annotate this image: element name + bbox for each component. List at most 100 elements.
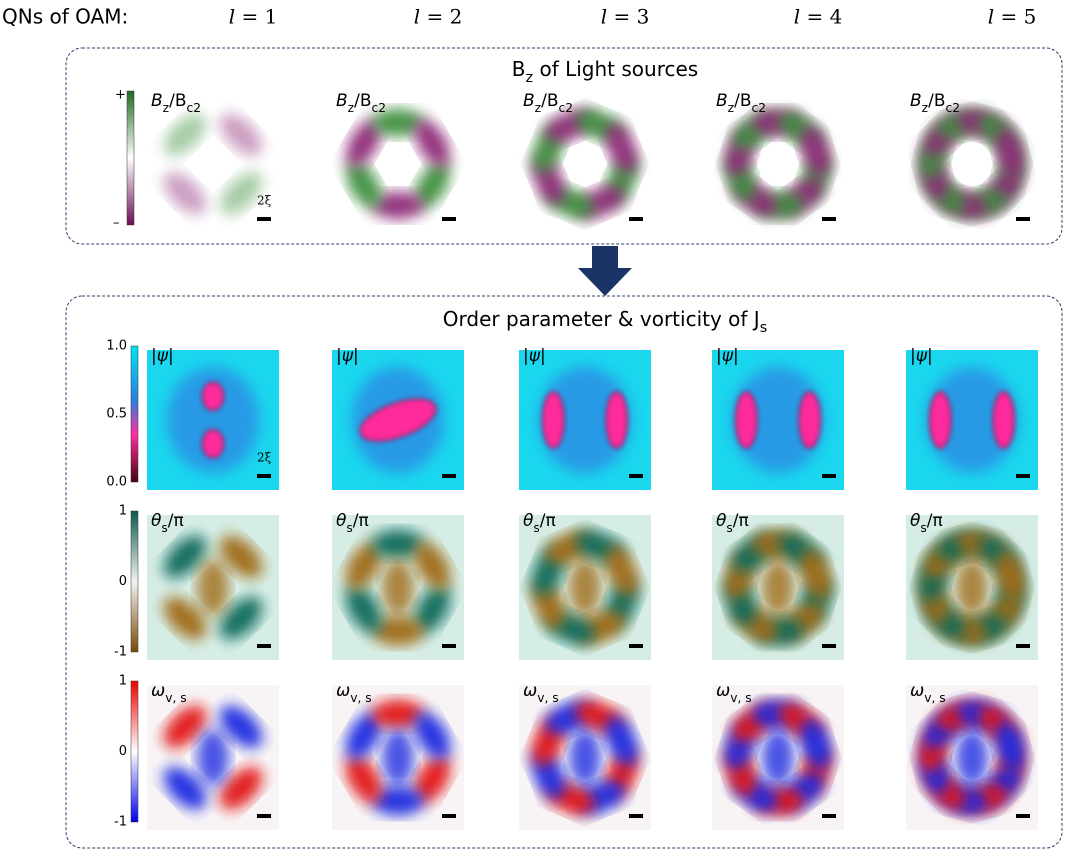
scale-bar <box>822 217 836 221</box>
panel <box>712 95 844 233</box>
lobe <box>414 119 451 168</box>
vortex <box>542 391 565 449</box>
panel-label-part: ω <box>336 681 350 701</box>
lobe <box>414 711 451 760</box>
panel-label-part: ω <box>151 681 165 701</box>
panel-label-part: B <box>716 91 728 111</box>
panel-label: |ψ| <box>910 346 933 366</box>
colorbar <box>130 680 139 823</box>
box-title-part: Order parameter & vorticity of J <box>443 307 760 331</box>
oam-label: 𝑙 = 4 <box>794 5 843 29</box>
vortex <box>992 391 1015 449</box>
panel-label-part: |ψ| <box>151 346 174 366</box>
lobe <box>604 715 639 766</box>
halo <box>166 366 260 474</box>
box-title: Bz of Light sources <box>512 57 698 87</box>
panel-label-part: s <box>920 521 926 535</box>
lobe <box>995 127 1026 180</box>
vortex <box>605 391 628 449</box>
scale-bar <box>629 644 643 648</box>
panel <box>147 515 279 660</box>
colorbar <box>130 510 139 653</box>
panel-label-part: ω <box>716 681 730 701</box>
panel-label: Bz/Bc2 <box>151 91 201 115</box>
scale-bar <box>629 217 643 221</box>
panel <box>519 95 651 233</box>
panel-label-part: |ψ| <box>336 346 359 366</box>
lobe <box>414 585 451 634</box>
panel <box>712 685 844 830</box>
panel-label-part: /B <box>734 91 751 111</box>
panel <box>906 685 1038 830</box>
panel-label: θs/π <box>336 511 369 535</box>
lobe <box>371 529 425 559</box>
panel-label-part: s <box>161 521 167 535</box>
lobe <box>345 541 382 590</box>
box-title-part: z <box>526 70 534 86</box>
core <box>956 558 988 617</box>
panel-label-part: ω <box>910 681 924 701</box>
core <box>762 728 794 787</box>
panel-label-part: s <box>346 521 352 535</box>
panel-label-part: /π <box>733 511 749 531</box>
lobe <box>219 596 263 640</box>
lobe <box>219 705 263 749</box>
header-label: QNs of OAM: <box>2 5 128 29</box>
lobe <box>799 548 832 600</box>
panel-label-part: ω <box>523 681 537 701</box>
scale-bar <box>442 644 456 648</box>
panel-label-part: z <box>728 101 734 115</box>
panel <box>332 350 464 490</box>
lobe <box>163 113 207 156</box>
lobe <box>345 160 382 209</box>
box-title: Order parameter & vorticity of Js <box>443 307 767 337</box>
vortex <box>201 381 225 411</box>
panel-label: ωv, s <box>910 681 946 705</box>
panel <box>332 515 464 660</box>
colorbar-label: – <box>113 216 120 231</box>
colorbar-tick: -1 <box>114 645 127 660</box>
panel-label-part: |ψ| <box>716 346 739 366</box>
scale-bar <box>257 474 271 478</box>
lobe <box>219 172 263 215</box>
scale-bar <box>822 644 836 648</box>
panel-label-part: v, s <box>730 691 751 705</box>
panel-label-part: θ <box>910 511 921 531</box>
colorbar-tick: 1 <box>119 504 127 519</box>
box-title-part: s <box>760 320 768 336</box>
panel-label-part: θ <box>716 511 727 531</box>
core <box>762 558 794 617</box>
oam-label: 𝑙 = 2 <box>414 5 463 29</box>
panel <box>147 350 279 490</box>
panel-label: |ψ| <box>523 346 546 366</box>
core <box>382 728 414 787</box>
colorbar-tick: 0 <box>119 574 127 589</box>
panel-label-part: |ψ| <box>523 346 546 366</box>
panel-label: ωv, s <box>151 681 187 705</box>
panel <box>712 350 844 490</box>
panel-label-part: c2 <box>558 101 573 115</box>
core <box>197 728 229 787</box>
lobe <box>163 705 207 749</box>
core <box>956 728 988 787</box>
panel-label-part: v, s <box>165 691 186 705</box>
panel-label-part: |ψ| <box>910 346 933 366</box>
panel-label-part: θ <box>151 511 162 531</box>
lobe <box>604 545 639 596</box>
lobe <box>994 550 1026 603</box>
lobe <box>163 172 207 215</box>
panel-label-part: c2 <box>371 101 386 115</box>
panel-bg <box>147 95 279 233</box>
core <box>382 558 414 617</box>
lobe <box>219 113 263 156</box>
panel-label-part: z <box>922 101 928 115</box>
panel-label-part: θ <box>336 511 347 531</box>
panel-label-part: /π <box>168 511 184 531</box>
panel-label-part: /π <box>353 511 369 531</box>
scale-bar <box>1016 644 1030 648</box>
lobe <box>345 711 382 760</box>
oam-label: 𝑙 = 3 <box>601 5 650 29</box>
scale-label: 2ξ <box>257 194 272 208</box>
lobe <box>345 585 382 634</box>
